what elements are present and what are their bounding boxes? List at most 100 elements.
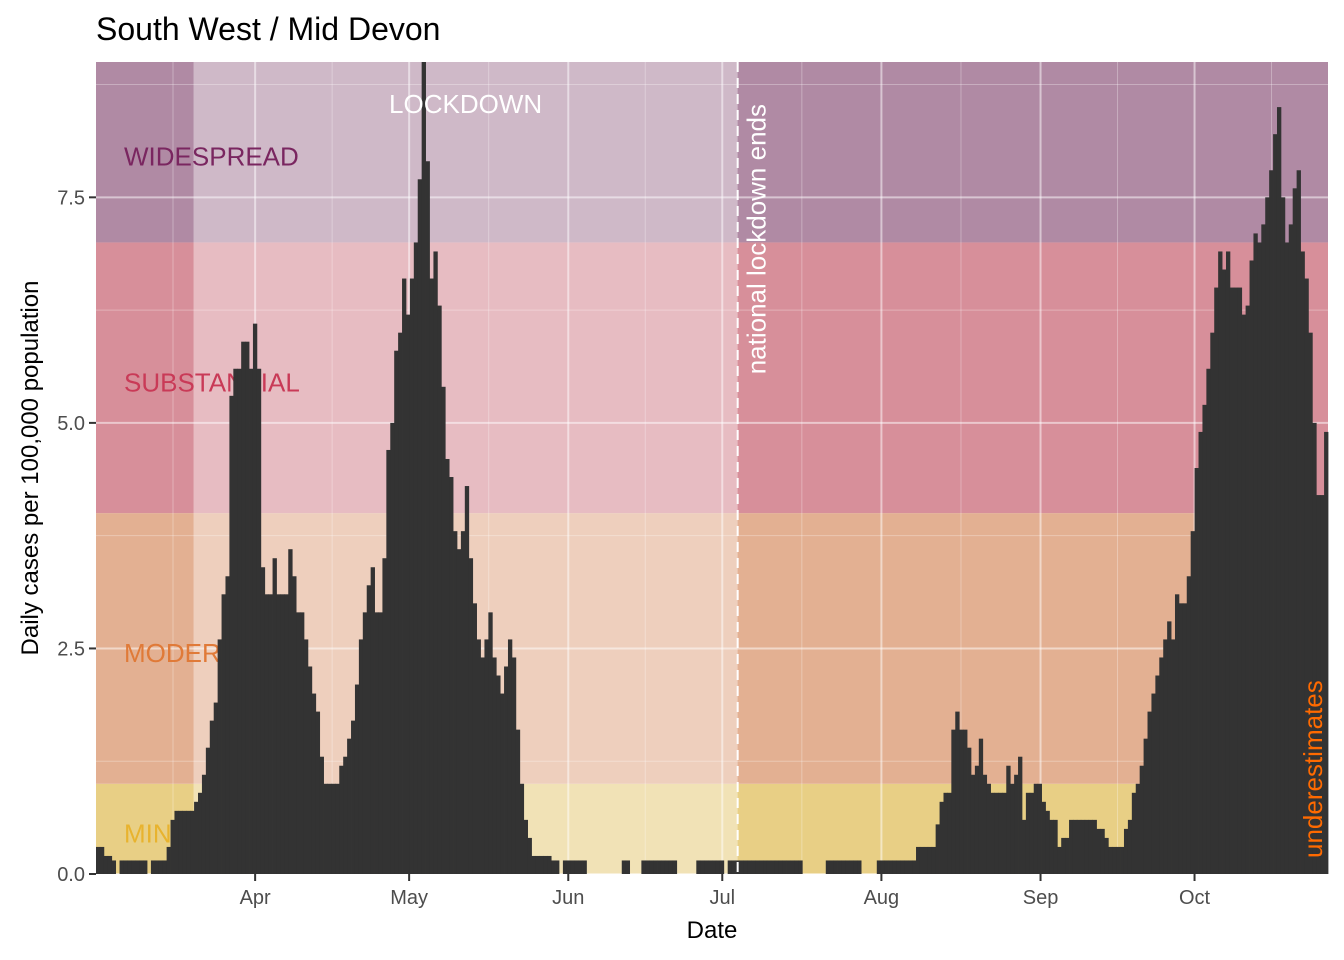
bar <box>535 855 540 874</box>
bar <box>547 855 552 874</box>
bar <box>327 783 332 874</box>
bar <box>837 860 842 874</box>
bar <box>496 675 501 874</box>
bar <box>1139 765 1144 874</box>
band-substantial <box>96 242 1328 514</box>
bar <box>1300 251 1305 874</box>
bar <box>288 549 293 874</box>
bar <box>888 860 893 874</box>
bar <box>484 639 489 874</box>
bar <box>1010 783 1015 874</box>
bar <box>315 711 321 874</box>
bar <box>1218 251 1223 874</box>
bar <box>413 242 419 874</box>
bar <box>472 603 477 874</box>
bar <box>1206 368 1211 874</box>
bar <box>339 765 344 874</box>
bar <box>1167 621 1172 874</box>
bar <box>582 860 587 874</box>
x-tick-label: Apr <box>240 887 271 909</box>
bar <box>649 860 654 874</box>
bar <box>1198 431 1203 874</box>
bar <box>880 860 886 874</box>
bar <box>739 860 744 874</box>
lockdown-label: LOCKDOWN <box>389 89 542 119</box>
bar <box>1018 756 1023 874</box>
bar <box>504 666 509 874</box>
bar <box>507 639 513 874</box>
bar <box>492 657 497 874</box>
bar <box>174 810 179 874</box>
bar <box>229 395 234 874</box>
bar <box>186 810 191 874</box>
bar <box>782 860 787 874</box>
x-axis-title: Date <box>687 917 738 944</box>
bar <box>307 666 313 874</box>
bar <box>1123 828 1129 874</box>
bar <box>970 774 976 874</box>
bar <box>998 792 1003 874</box>
bar <box>574 860 579 874</box>
bar <box>1045 810 1050 874</box>
bar <box>311 693 317 874</box>
bar <box>555 860 560 874</box>
bar <box>366 585 372 874</box>
bar <box>476 639 481 874</box>
bar <box>170 819 175 874</box>
bar <box>256 368 262 874</box>
x-tick-label: Jul <box>709 887 735 909</box>
bar <box>460 531 466 874</box>
bar <box>178 810 183 874</box>
bar <box>374 612 379 874</box>
bar <box>233 368 238 874</box>
bar <box>1116 846 1121 874</box>
bar <box>433 251 438 874</box>
bar <box>292 576 297 874</box>
bar <box>1014 774 1019 874</box>
bar <box>1312 422 1317 874</box>
bar <box>515 729 521 874</box>
bar <box>1057 846 1062 874</box>
bar <box>1100 828 1105 874</box>
bar <box>1284 242 1290 874</box>
bar <box>523 819 528 874</box>
bar <box>1241 314 1247 875</box>
bar <box>755 860 760 874</box>
bar <box>712 860 717 874</box>
bar <box>205 747 211 874</box>
bar <box>519 783 525 874</box>
bar <box>1104 837 1109 874</box>
bar <box>303 639 309 874</box>
bar <box>1155 675 1160 874</box>
bar <box>276 594 281 874</box>
bar <box>284 594 289 874</box>
bar <box>182 810 187 874</box>
bar <box>539 855 544 874</box>
bar <box>1143 738 1148 874</box>
band-widespread <box>96 62 1328 243</box>
bar <box>1222 269 1227 874</box>
bar <box>719 860 725 874</box>
bar <box>657 860 662 874</box>
bar <box>833 860 838 874</box>
bar <box>1249 260 1254 874</box>
bar <box>1088 819 1093 874</box>
bar <box>551 860 556 874</box>
bar <box>1108 846 1113 874</box>
bar <box>1021 819 1027 874</box>
bar <box>849 860 854 874</box>
bar <box>127 860 132 874</box>
bar <box>441 386 446 874</box>
bar <box>209 720 215 874</box>
bar <box>280 594 285 874</box>
bar <box>931 846 937 874</box>
bar <box>668 860 674 874</box>
bar <box>774 860 780 874</box>
bar <box>382 558 387 874</box>
bar <box>139 860 144 874</box>
bar <box>943 792 948 874</box>
bar <box>994 792 999 874</box>
bar <box>429 278 434 874</box>
bar <box>912 860 917 874</box>
bar <box>394 350 399 874</box>
